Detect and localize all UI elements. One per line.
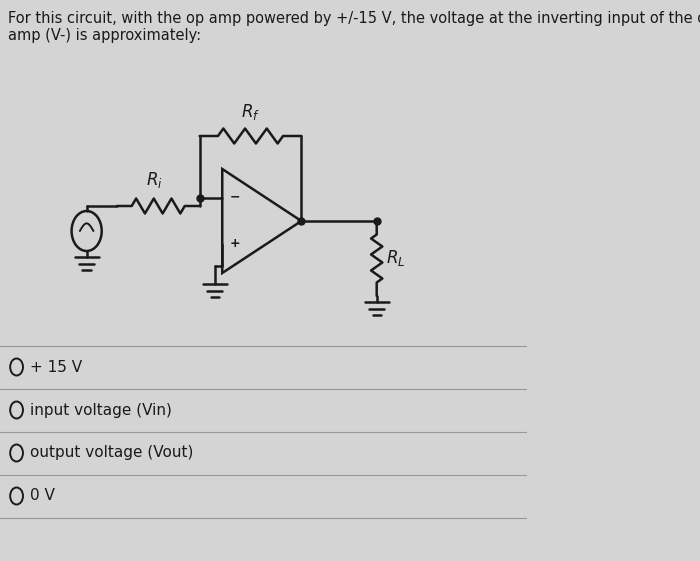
- Text: output voltage (Vout): output voltage (Vout): [30, 445, 193, 461]
- Text: $R_f$: $R_f$: [241, 102, 260, 122]
- Text: + 15 V: + 15 V: [30, 360, 83, 375]
- Text: −: −: [230, 190, 240, 203]
- Text: For this circuit, with the op amp powered by +/-15 V, the voltage at the inverti: For this circuit, with the op amp powere…: [8, 11, 700, 43]
- Text: 0 V: 0 V: [30, 489, 55, 504]
- Text: +: +: [230, 237, 240, 250]
- Text: $R_L$: $R_L$: [386, 249, 405, 269]
- Text: $R_i$: $R_i$: [146, 170, 163, 190]
- Text: input voltage (Vin): input voltage (Vin): [30, 402, 172, 417]
